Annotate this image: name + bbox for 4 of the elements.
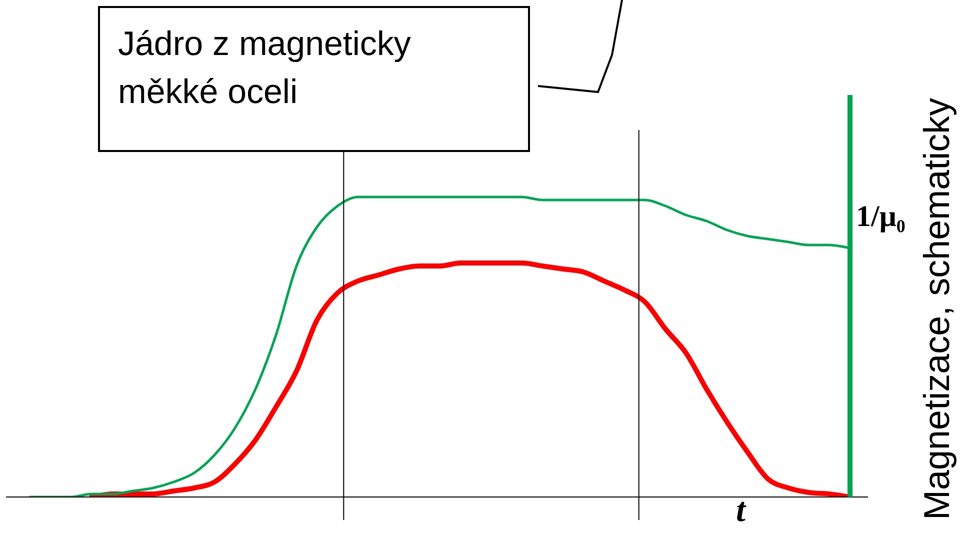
y2-axis-title: Magnetizace, schematicky [915, 98, 958, 520]
annotation: 1/μ₀ [856, 200, 906, 234]
text: Jádro z magneticky měkké oceli [98, 6, 530, 152]
x-axis-title: t [736, 492, 746, 530]
